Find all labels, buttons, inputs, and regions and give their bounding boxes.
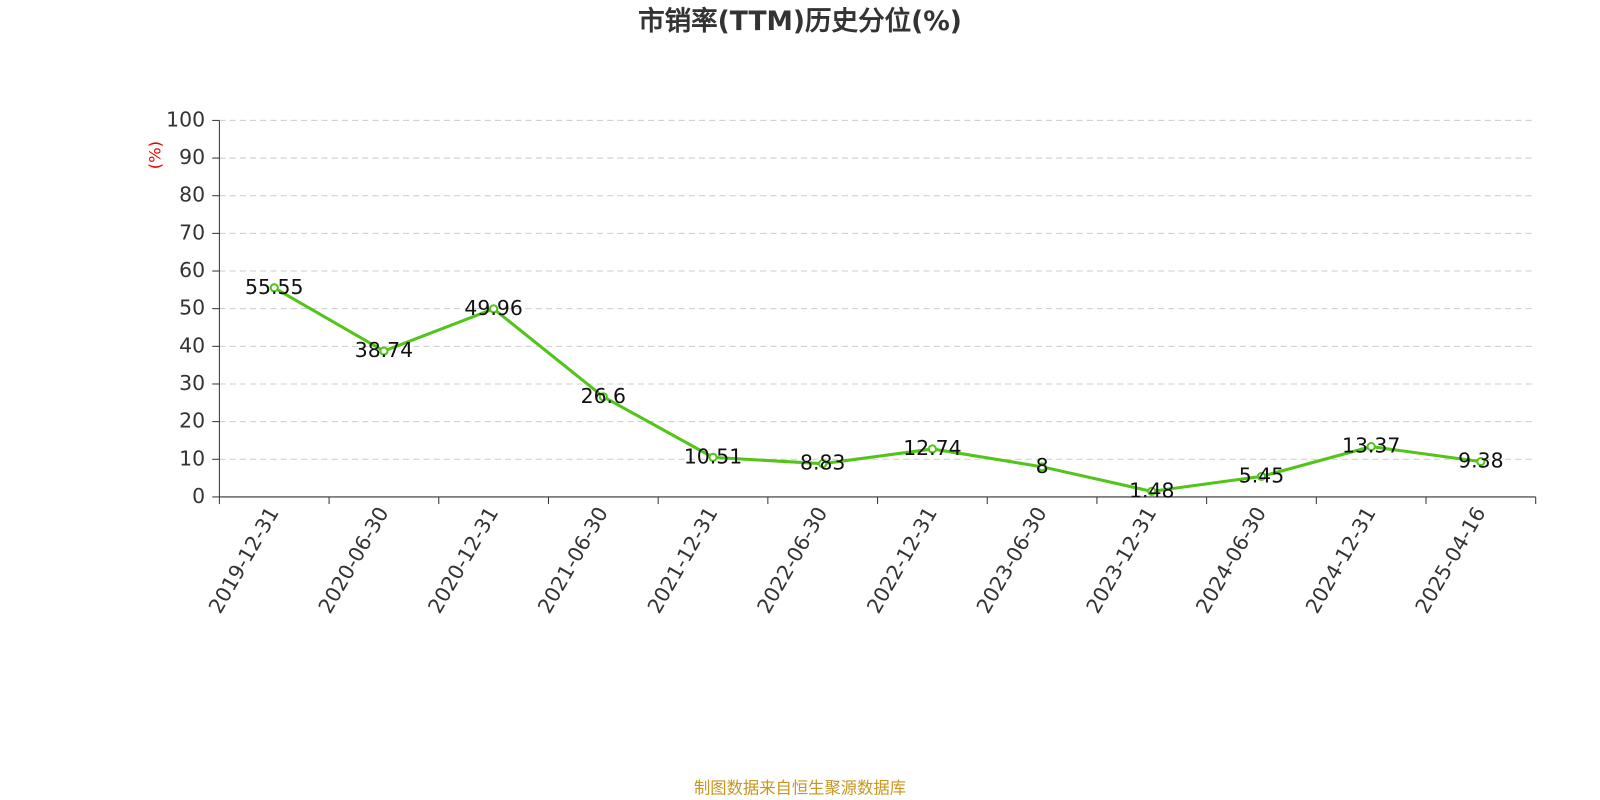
point	[927, 444, 937, 454]
data-label: 26.6	[581, 384, 626, 408]
point	[489, 304, 499, 314]
point	[708, 452, 718, 462]
y-tick-label: 0	[192, 484, 205, 508]
point	[818, 459, 828, 469]
y-tick-label: 80	[179, 183, 205, 207]
x-tick-label: 2023-06-30	[972, 503, 1052, 618]
point	[1037, 462, 1047, 472]
point	[1366, 442, 1376, 452]
y-tick-label: 100	[166, 107, 205, 131]
point	[1476, 457, 1486, 467]
data-label: 8.83	[800, 451, 845, 475]
y-tick-label: 60	[179, 258, 205, 282]
data-label: 5.45	[1239, 463, 1284, 487]
y-tick-label: 40	[179, 333, 205, 357]
data-label: 12.74	[903, 436, 961, 460]
y-tick-label: 70	[179, 220, 205, 244]
x-tick-label: 2020-06-30	[313, 503, 393, 618]
chart-title: 市销率(TTM)历史分位(%)	[638, 6, 962, 37]
x-tick-label: 2024-06-30	[1191, 503, 1271, 618]
x-tick-label: 2019-12-31	[204, 503, 284, 618]
point	[598, 392, 608, 402]
y-tick-label: 50	[179, 296, 205, 320]
y-tick-label: 10	[179, 446, 205, 470]
line	[273, 286, 1482, 493]
x-tick-label: 2022-12-31	[862, 503, 942, 618]
data-label: 13.37	[1342, 434, 1400, 458]
point	[379, 346, 389, 356]
y-tick-label: 90	[179, 145, 205, 169]
x-tick-label: 2022-06-30	[752, 503, 832, 618]
x-tick-label: 2020-12-31	[423, 503, 503, 618]
data-label: 10.51	[684, 444, 742, 468]
data-label: 49.96	[464, 296, 522, 320]
x-tick-label: 2021-12-31	[642, 503, 722, 618]
point	[269, 283, 279, 293]
data-label: 9.38	[1458, 449, 1503, 473]
y-axis-label: (%)	[146, 141, 165, 169]
source-note: 制图数据来自恒生聚源数据库	[694, 778, 906, 797]
data-label: 8	[1036, 454, 1049, 478]
point	[1147, 486, 1157, 496]
data-label: 38.74	[355, 338, 413, 362]
data-label: 55.55	[245, 275, 303, 299]
x-tick-label: 2024-12-31	[1301, 503, 1381, 618]
data-label: 1.48	[1129, 478, 1174, 502]
x-tick-label: 2023-12-31	[1081, 503, 1161, 618]
point	[1256, 471, 1267, 482]
y-tick-label: 30	[179, 371, 205, 395]
x-tick-label: 2021-06-30	[533, 503, 613, 618]
y-tick-label: 20	[179, 409, 205, 433]
x-tick-label: 2025-04-16	[1410, 503, 1490, 618]
